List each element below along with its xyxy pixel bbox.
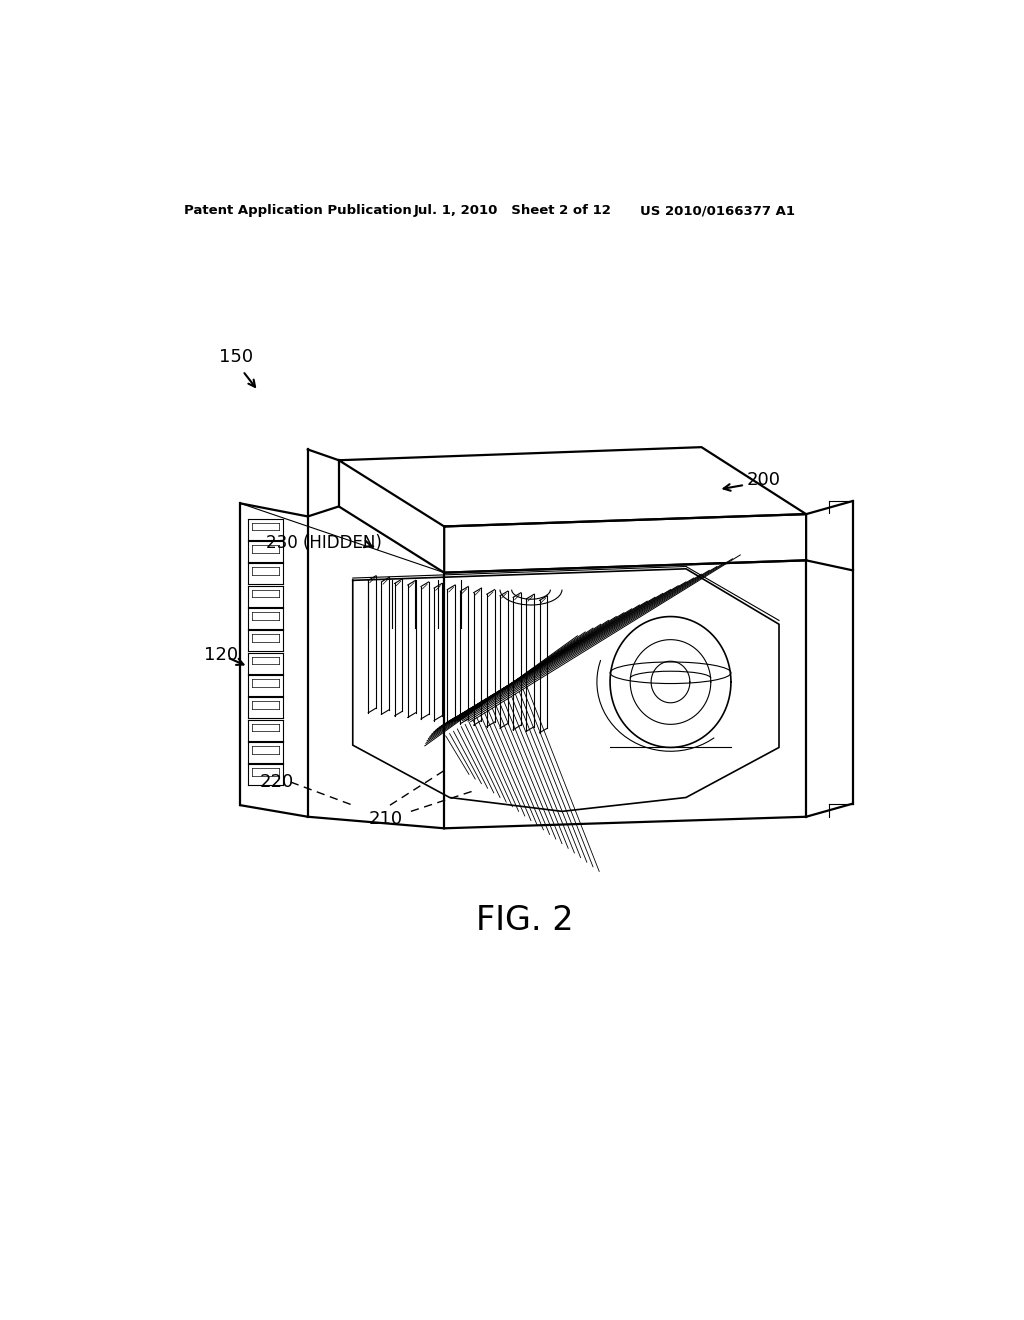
Text: Patent Application Publication: Patent Application Publication [183,205,412,218]
Text: 220: 220 [260,774,294,791]
Text: 230 (HIDDEN): 230 (HIDDEN) [266,535,382,552]
Text: FIG. 2: FIG. 2 [476,904,573,937]
Text: 120: 120 [204,645,238,664]
Text: 200: 200 [746,471,780,490]
Text: Jul. 1, 2010   Sheet 2 of 12: Jul. 1, 2010 Sheet 2 of 12 [414,205,611,218]
Text: 150: 150 [219,348,254,366]
Text: US 2010/0166377 A1: US 2010/0166377 A1 [640,205,795,218]
Text: 210: 210 [369,810,402,828]
